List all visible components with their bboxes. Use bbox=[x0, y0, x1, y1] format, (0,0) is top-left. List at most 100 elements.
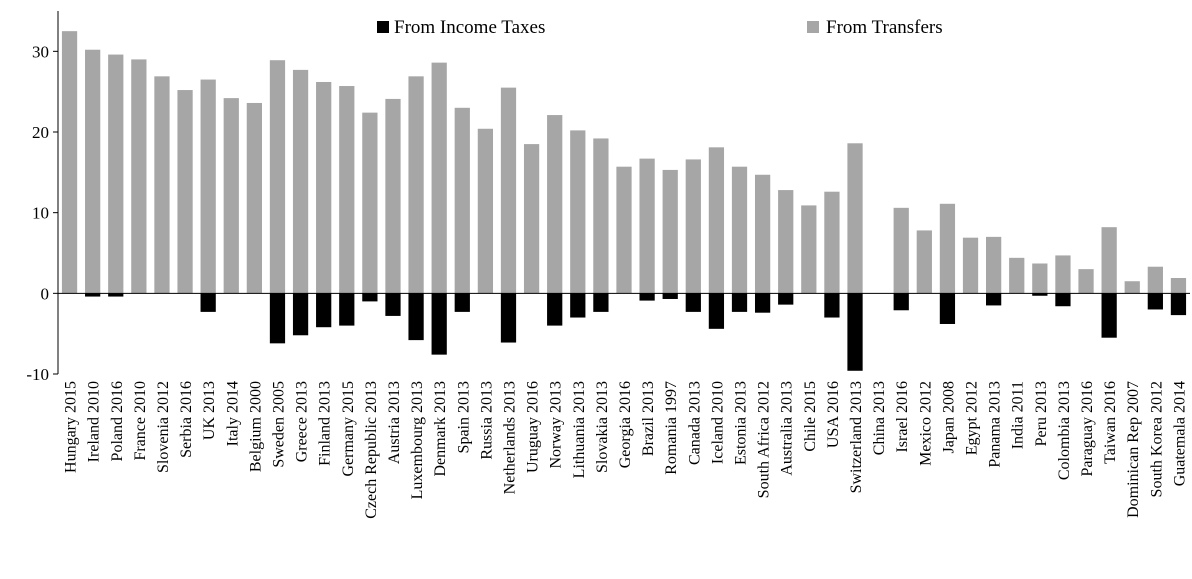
bar-transfers bbox=[1170, 278, 1187, 294]
category-label: Paraguay 2016 bbox=[1079, 381, 1096, 477]
bar-income-taxes bbox=[108, 293, 124, 297]
bar-transfers bbox=[431, 62, 447, 294]
category-label: Germany 2015 bbox=[340, 381, 357, 477]
category-label: Peru 2013 bbox=[1033, 381, 1050, 446]
category-label: Italy 2014 bbox=[224, 381, 241, 446]
bar-income-taxes bbox=[893, 293, 909, 311]
category-label: Luxembourg 2013 bbox=[409, 381, 426, 499]
bar-income-taxes bbox=[454, 293, 470, 312]
bar-transfers bbox=[200, 79, 216, 294]
bar-transfers bbox=[292, 69, 309, 294]
category-label: Ireland 2010 bbox=[86, 381, 103, 462]
bar-transfers bbox=[1055, 255, 1071, 294]
legend-swatch-transfers bbox=[807, 21, 819, 33]
category-label: Austria 2013 bbox=[386, 381, 403, 464]
bar-transfers bbox=[939, 203, 956, 294]
category-label: Netherlands 2013 bbox=[501, 381, 518, 494]
bar-income-taxes bbox=[570, 293, 586, 318]
bar-transfers bbox=[962, 237, 979, 294]
bar-transfers bbox=[801, 205, 817, 294]
bar-income-taxes bbox=[408, 293, 424, 341]
category-label: Slovenia 2012 bbox=[155, 381, 172, 473]
bar-income-taxes bbox=[939, 293, 956, 324]
bar-transfers bbox=[131, 59, 147, 294]
bar-transfers bbox=[824, 191, 840, 294]
category-label: Switzerland 2013 bbox=[848, 381, 865, 493]
bar-income-taxes bbox=[339, 293, 355, 326]
bar-transfers bbox=[847, 143, 863, 294]
y-tick-label: 30 bbox=[32, 42, 49, 61]
category-label: Japan 2008 bbox=[940, 381, 957, 453]
plot-area: -10 0 10 20 30 Hungary 2015 Ireland 2010 Poland… bbox=[26, 11, 1190, 519]
bar-income-taxes bbox=[200, 293, 216, 312]
bar-income-taxes bbox=[1170, 293, 1187, 316]
category-label: UK 2013 bbox=[201, 381, 218, 440]
bar-income-taxes bbox=[1055, 293, 1071, 307]
bar-transfers bbox=[523, 144, 540, 294]
bar-transfers bbox=[731, 166, 748, 294]
category-label: Sweden 2005 bbox=[270, 381, 287, 468]
bar-transfers bbox=[662, 169, 678, 294]
bar-transfers bbox=[269, 60, 286, 294]
bar-income-taxes bbox=[708, 293, 725, 329]
bar-transfers bbox=[893, 207, 909, 294]
bar-transfers bbox=[778, 190, 794, 294]
bar-transfers bbox=[916, 230, 932, 294]
category-label: Czech Republic 2013 bbox=[363, 381, 380, 519]
bar-transfers bbox=[570, 130, 586, 294]
category-label: Uruguay 2016 bbox=[525, 381, 542, 473]
bar-transfers bbox=[500, 87, 517, 294]
bar-income-taxes bbox=[824, 293, 840, 318]
category-label: Australia 2013 bbox=[779, 381, 796, 476]
legend: From Income Taxes From Transfers bbox=[377, 17, 943, 38]
bar-transfers bbox=[246, 102, 262, 294]
category-label: Mexico 2012 bbox=[917, 381, 934, 466]
bar-transfers bbox=[1147, 266, 1163, 294]
category-label: Colombia 2013 bbox=[1056, 381, 1073, 480]
bar-transfers bbox=[362, 112, 378, 294]
category-label: India 2011 bbox=[1010, 381, 1027, 449]
category-label: Hungary 2015 bbox=[63, 381, 80, 473]
y-tick-label: 20 bbox=[32, 123, 49, 142]
category-label: USA 2016 bbox=[825, 381, 842, 448]
bar-income-taxes bbox=[986, 293, 1002, 306]
bar-transfers bbox=[61, 31, 78, 294]
category-label: Estonia 2013 bbox=[733, 381, 750, 465]
category-label: Russia 2013 bbox=[478, 381, 495, 460]
bar-transfers bbox=[1101, 227, 1117, 294]
bar-transfers bbox=[1078, 269, 1094, 294]
bar-transfers bbox=[547, 115, 563, 294]
category-label: Belgium 2000 bbox=[247, 381, 264, 472]
bar-income-taxes bbox=[731, 293, 748, 312]
category-label: Dominican Rep 2007 bbox=[1125, 381, 1142, 518]
bar-income-taxes bbox=[847, 293, 863, 371]
bar-transfers bbox=[1009, 257, 1025, 294]
bar-transfers bbox=[408, 76, 424, 294]
bar-transfers bbox=[616, 166, 632, 294]
bar-transfers bbox=[223, 98, 239, 294]
legend-label-transfers: From Transfers bbox=[826, 17, 943, 38]
category-label: South Africa 2012 bbox=[756, 381, 773, 498]
category-label: China 2013 bbox=[871, 381, 888, 455]
category-label: Poland 2016 bbox=[109, 381, 126, 461]
category-label: Greece 2013 bbox=[294, 381, 311, 462]
category-label: Norway 2013 bbox=[548, 381, 565, 469]
bar-income-taxes bbox=[1032, 293, 1048, 296]
bar-transfers bbox=[986, 236, 1002, 294]
bar-transfers bbox=[754, 174, 771, 294]
bar-income-taxes bbox=[292, 293, 309, 336]
bar-income-taxes bbox=[593, 293, 609, 312]
bar-income-taxes bbox=[362, 293, 378, 302]
bar-transfers bbox=[385, 98, 401, 294]
category-label: Georgia 2016 bbox=[617, 381, 634, 468]
bar-transfers bbox=[477, 128, 494, 294]
bar-income-taxes bbox=[662, 293, 678, 299]
bar-income-taxes bbox=[500, 293, 517, 343]
bar-transfers bbox=[639, 158, 655, 294]
bar-income-taxes bbox=[85, 293, 101, 297]
legend-label-income-taxes: From Income Taxes bbox=[394, 17, 545, 38]
bar-transfers bbox=[1124, 281, 1140, 294]
category-label: Slovakia 2013 bbox=[594, 381, 611, 473]
bar-transfers bbox=[154, 76, 170, 294]
y-tick-label: -10 bbox=[26, 365, 49, 384]
